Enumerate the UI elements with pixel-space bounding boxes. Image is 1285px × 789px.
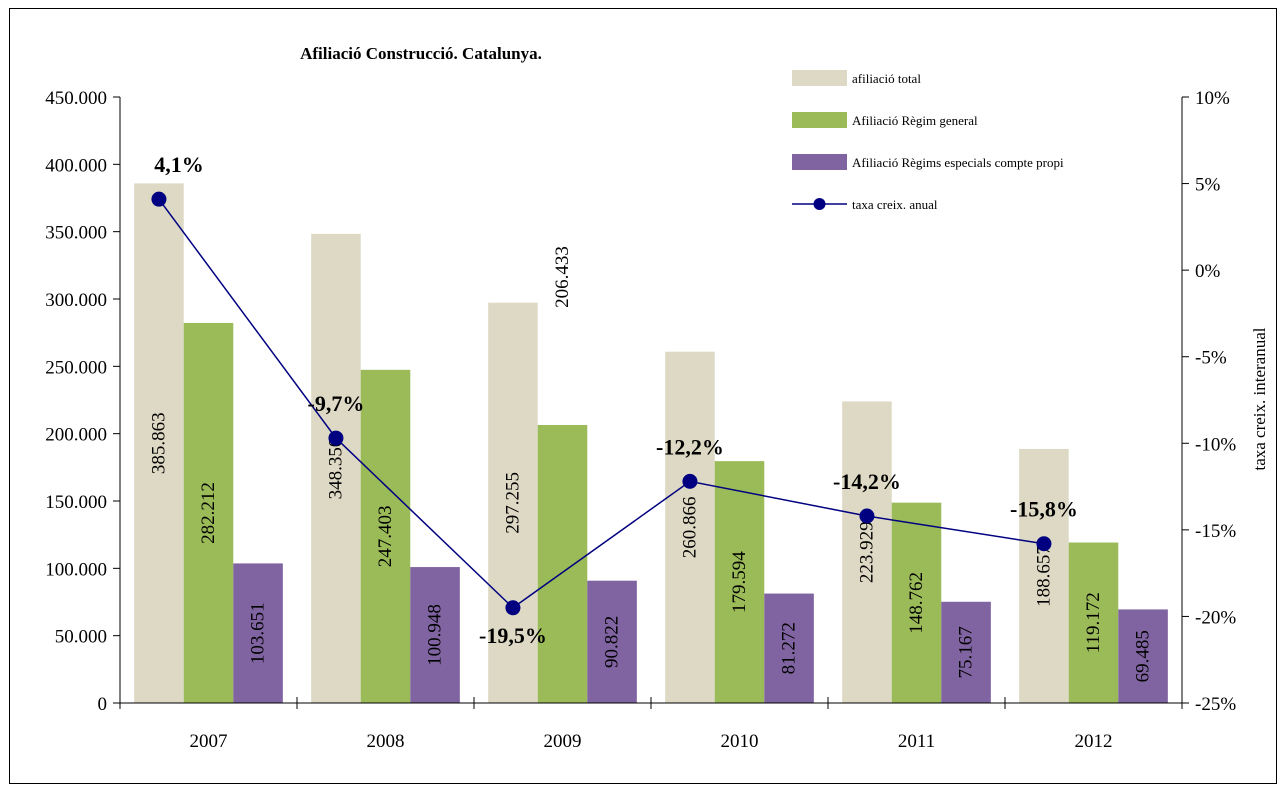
y2-tick-label: 10% bbox=[1195, 88, 1230, 109]
y-tick-label: 350.000 bbox=[45, 223, 107, 244]
bar-s3-2007 bbox=[233, 563, 283, 703]
growth-line bbox=[158, 198, 1045, 609]
bar-s2-2007 bbox=[183, 322, 234, 703]
x-tick-label-2012: 2012 bbox=[1075, 731, 1113, 752]
bar-label-s3-2008: 100.948 bbox=[425, 604, 446, 666]
axes-group: 0 50.000 100.000 150.000 200.000 250.000 300.0… bbox=[45, 88, 1236, 752]
y2-axis-title: taxa creix. interanual bbox=[1250, 327, 1269, 470]
bar-s1-2010 bbox=[665, 351, 715, 703]
y2-tick-label: 0% bbox=[1195, 261, 1221, 282]
y-tick-label: 200.000 bbox=[45, 425, 107, 446]
bar-label-s2-2009: 206.433 bbox=[552, 246, 573, 308]
bar-s3-2010 bbox=[764, 593, 814, 703]
bar-s2-2008 bbox=[360, 369, 411, 703]
y-tick-label: 0 bbox=[98, 694, 108, 715]
bar-label-s1-2009: 297.255 bbox=[502, 472, 523, 534]
bar-label-s3-2011: 75.167 bbox=[956, 626, 977, 678]
chart-title: Afiliació Construcció. Catalunya. bbox=[300, 44, 542, 63]
bar-s1-2012 bbox=[1019, 448, 1069, 703]
growth-label-2009: -19,5% bbox=[479, 623, 547, 648]
bar-label-s3-2009: 90.822 bbox=[602, 616, 623, 668]
growth-marker-2010 bbox=[682, 473, 698, 489]
growth-label-2010: -12,2% bbox=[656, 434, 724, 459]
growth-label-2011: -14,2% bbox=[833, 469, 901, 494]
bar-s3-2011 bbox=[941, 601, 991, 703]
chart: Afiliació Construcció. Catalunya. 385.86… bbox=[45, 44, 1269, 752]
legend-label-4: taxa creix. anual bbox=[852, 197, 938, 212]
y2-tick-label: -20% bbox=[1195, 607, 1236, 628]
growth-marker-2008 bbox=[328, 430, 344, 446]
growth-label-2012: -15,8% bbox=[1010, 497, 1078, 522]
bar-label-s2-2010: 179.594 bbox=[729, 551, 750, 613]
growth-label-2008: -9,7% bbox=[308, 391, 365, 416]
y2-tick-label: -25% bbox=[1195, 694, 1236, 715]
x-tick-label-2010: 2010 bbox=[721, 731, 759, 752]
bar-label-s3-2010: 81.272 bbox=[779, 622, 800, 674]
bar-label-s1-2012: 188.657 bbox=[1033, 545, 1054, 607]
bar-label-s2-2008: 247.403 bbox=[375, 506, 396, 568]
legend-swatch-3 bbox=[792, 154, 847, 170]
bar-label-s1-2007: 385.863 bbox=[148, 412, 169, 474]
bars-group: 385.863 282.212 103.651 348.350 247.403 100.9… bbox=[134, 183, 1168, 703]
y-tick-label: 400.000 bbox=[45, 155, 107, 176]
bar-label-s1-2008: 348.350 bbox=[325, 438, 346, 500]
bar-label-s1-2011: 223.929 bbox=[856, 521, 877, 583]
bar-s2-2012 bbox=[1068, 542, 1119, 703]
legend-label-2: Afiliació Règim general bbox=[852, 113, 978, 128]
y-tick-label: 250.000 bbox=[45, 357, 107, 378]
y-tick-label: 150.000 bbox=[45, 492, 107, 513]
y-tick-label: 100.000 bbox=[45, 559, 107, 580]
legend-swatch-2 bbox=[792, 112, 847, 128]
bar-label-s2-2007: 282.212 bbox=[198, 482, 219, 544]
y2-tick-label: -15% bbox=[1195, 521, 1236, 542]
legend-label-3: Afiliació Règims especials compte propi bbox=[852, 155, 1064, 170]
chart-frame: Afiliació Construcció. Catalunya. 385.86… bbox=[9, 8, 1277, 784]
y-tick-label: 450.000 bbox=[45, 88, 107, 109]
growth-label-2007: 4,1% bbox=[154, 152, 204, 177]
growth-marker-2011 bbox=[859, 508, 875, 524]
y-tick-label: 50.000 bbox=[55, 627, 107, 648]
bar-s1-2007 bbox=[134, 183, 184, 703]
legend: afiliació total Afiliació Règim general Af… bbox=[792, 70, 1064, 212]
growth-marker-2007 bbox=[151, 191, 167, 207]
bar-label-s2-2011: 148.762 bbox=[906, 572, 927, 634]
bar-s2-2009 bbox=[537, 425, 588, 703]
bar-s2-2011 bbox=[891, 502, 942, 703]
bar-label-s3-2012: 69.485 bbox=[1133, 630, 1154, 682]
bar-s1-2011 bbox=[842, 401, 892, 703]
bar-s1-2009 bbox=[488, 302, 538, 703]
y-tick-label: 300.000 bbox=[45, 290, 107, 311]
y2-tick-label: -10% bbox=[1195, 434, 1236, 455]
growth-marker-2009 bbox=[505, 600, 521, 616]
y2-tick-label: -5% bbox=[1195, 348, 1227, 369]
x-tick-label-2011: 2011 bbox=[898, 731, 935, 752]
legend-marker-swatch bbox=[813, 198, 826, 210]
bar-s3-2009 bbox=[587, 580, 637, 703]
bar-s3-2008 bbox=[410, 567, 460, 703]
legend-swatch-1 bbox=[792, 70, 847, 86]
y2-tick-label: 5% bbox=[1195, 175, 1221, 196]
bar-label-s3-2007: 103.651 bbox=[248, 602, 269, 664]
growth-line-group: 4,1% -9,7% -19,5% -12,2% -14,2% -15,8% bbox=[151, 152, 1078, 648]
legend-label-1: afiliació total bbox=[852, 71, 921, 86]
bar-s3-2012 bbox=[1118, 609, 1168, 703]
x-tick-label-2009: 2009 bbox=[544, 731, 582, 752]
bar-label-s1-2010: 260.866 bbox=[679, 496, 700, 558]
x-tick-label-2007: 2007 bbox=[190, 731, 228, 752]
x-tick-label-2008: 2008 bbox=[367, 731, 405, 752]
bar-label-s2-2012: 119.172 bbox=[1083, 592, 1104, 653]
bar-s1-2008 bbox=[311, 233, 361, 703]
bar-s2-2010 bbox=[714, 461, 765, 703]
growth-marker-2012 bbox=[1036, 536, 1052, 552]
